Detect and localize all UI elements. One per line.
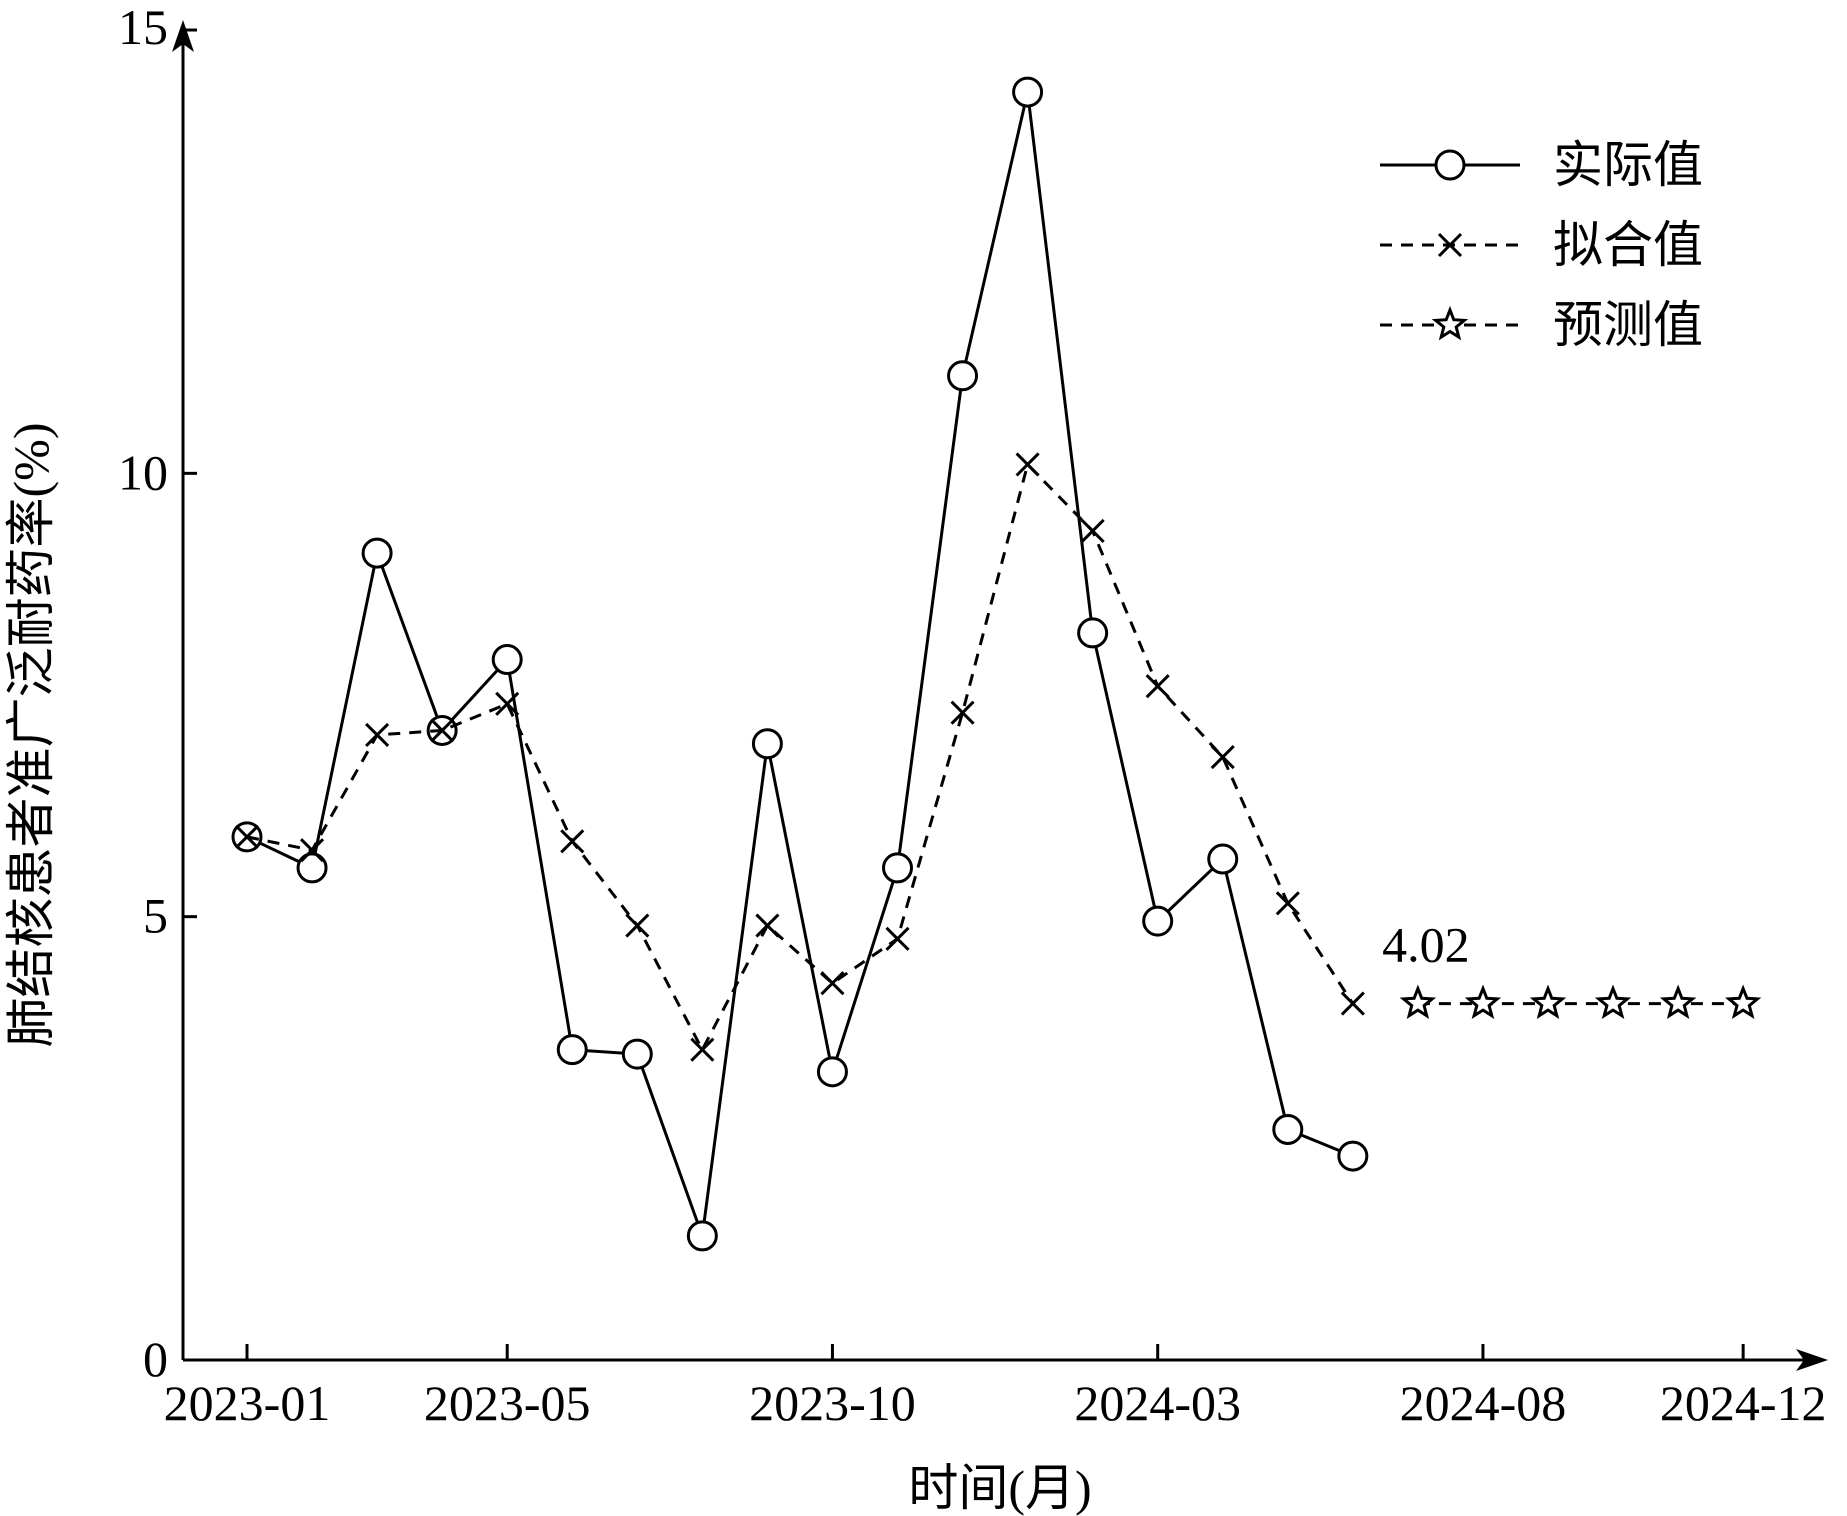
x-ticks: 2023-01 2023-05 2023-10 2024-03 2024-08 2024-… <box>164 1344 1827 1431</box>
axes <box>172 20 1828 1371</box>
series-line <box>246 91 1354 1237</box>
y-axis-label: 肺结核患者准广泛耐药率(%) <box>3 423 59 1048</box>
y-axis-arrow-icon <box>172 20 194 52</box>
y-tick-label: 0 <box>143 1331 168 1387</box>
legend-label: 预测值 <box>1553 297 1703 353</box>
data-point-circle <box>1012 76 1044 108</box>
data-point-x <box>430 718 455 743</box>
data-point-star <box>1725 984 1762 1020</box>
x-tick-label: 2024-03 <box>1074 1375 1241 1431</box>
data-point-x <box>495 691 520 716</box>
data-point-star <box>1529 984 1567 1020</box>
legend-entry: 预测值 <box>1380 297 1703 353</box>
legend-marker-circle <box>1434 149 1466 181</box>
data-point-x <box>950 700 975 725</box>
legend-marker-x <box>1437 232 1463 258</box>
data-point-circle <box>556 1034 588 1066</box>
annotations: 4.02 <box>1382 917 1470 973</box>
data-point-x <box>1080 518 1105 544</box>
data-point-x <box>299 838 325 863</box>
data-point-x <box>1275 891 1300 916</box>
data-point-circle <box>491 644 523 676</box>
data-point-circle <box>751 728 783 760</box>
legend-label: 拟合值 <box>1553 217 1703 273</box>
data-point-x <box>560 829 585 854</box>
series-circle-group <box>231 76 1369 1252</box>
legend-marker-star <box>1431 305 1469 341</box>
data-point-circle <box>882 852 913 884</box>
series-x-group <box>234 452 1365 1062</box>
data-point-star <box>1399 984 1437 1020</box>
data-point-circle <box>947 360 979 392</box>
x-tick-label: 2024-12 <box>1660 1375 1827 1431</box>
x-axis-arrow-icon <box>1796 1349 1828 1371</box>
legend-entry: 拟合值 <box>1380 217 1703 273</box>
data-point-circle <box>361 537 393 569</box>
data-point-circle <box>1337 1140 1369 1172</box>
y-tick-label: 10 <box>118 444 168 500</box>
data-point-x <box>1145 674 1170 699</box>
y-tick-label: 15 <box>118 0 168 55</box>
data-point-x <box>1340 991 1365 1016</box>
data-point-x <box>625 913 650 938</box>
data-point-star <box>1594 984 1632 1020</box>
data-point-circle <box>1272 1113 1304 1145</box>
data-point-x <box>820 971 845 996</box>
data-point-x <box>1210 745 1235 770</box>
x-tick-label: 2023-01 <box>164 1375 331 1431</box>
data-point-circle <box>816 1056 848 1088</box>
data-point-circle <box>1142 905 1174 937</box>
data-point-circle <box>621 1038 653 1070</box>
data-point-x <box>365 722 390 747</box>
series-star-group <box>1399 984 1762 1020</box>
series-layer <box>231 76 1762 1252</box>
x-tick-label: 2024-08 <box>1400 1375 1567 1431</box>
legend-entry: 实际值 <box>1380 137 1703 193</box>
data-point-star <box>1464 984 1502 1020</box>
data-point-circle <box>1077 617 1109 649</box>
x-axis-label: 时间(月) <box>908 1460 1091 1516</box>
data-point-star <box>1659 984 1697 1020</box>
series-line <box>246 461 1355 1053</box>
y-ticks: 0 5 10 15 <box>118 0 197 1387</box>
y-tick-label: 5 <box>143 888 168 944</box>
data-label: 4.02 <box>1382 917 1470 973</box>
data-point-x <box>885 926 910 951</box>
data-point-circle <box>296 852 328 884</box>
x-tick-label: 2023-10 <box>749 1375 916 1431</box>
data-point-x <box>234 824 260 849</box>
data-point-circle <box>686 1220 718 1252</box>
data-point-x <box>690 1037 715 1062</box>
legend-label: 实际值 <box>1553 137 1703 193</box>
data-point-x <box>755 913 780 938</box>
data-point-circle <box>1207 843 1239 875</box>
data-point-x <box>1015 452 1040 477</box>
x-tick-label: 2023-05 <box>424 1375 591 1431</box>
